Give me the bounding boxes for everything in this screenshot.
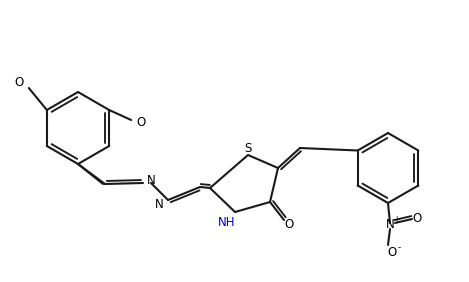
Text: +: +	[393, 215, 399, 224]
Text: O: O	[15, 76, 24, 89]
Text: O: O	[284, 219, 294, 232]
Text: -: -	[397, 243, 401, 252]
Text: NH: NH	[218, 215, 236, 228]
Text: O: O	[136, 116, 145, 129]
Text: O: O	[387, 246, 397, 259]
Text: N: N	[147, 173, 156, 186]
Text: O: O	[412, 213, 422, 226]
Text: S: S	[244, 142, 252, 155]
Text: N: N	[386, 219, 394, 232]
Text: N: N	[155, 197, 164, 210]
